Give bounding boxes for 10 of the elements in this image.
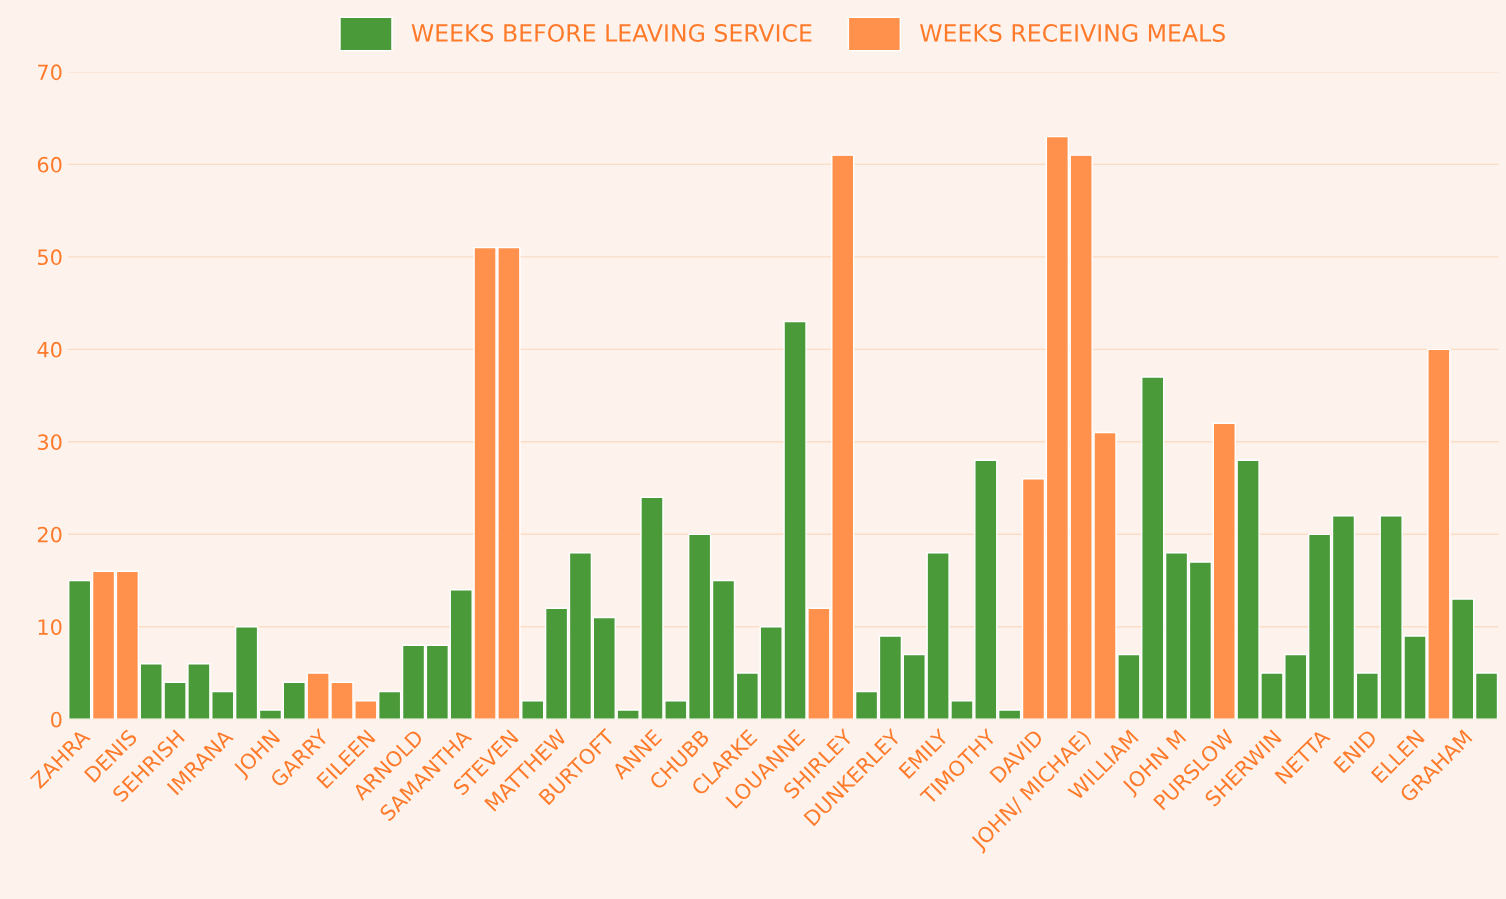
y-tick-label: 50 xyxy=(38,249,62,266)
y-tick-label: 20 xyxy=(37,526,62,543)
legend-label: WEEKS BEFORE LEAVING SERVICE xyxy=(411,24,812,42)
y-tick-label: 60 xyxy=(37,156,62,173)
y-tick-label: 10 xyxy=(38,619,62,635)
y-tick-label: 70 xyxy=(38,64,62,81)
y-tick-label: 40 xyxy=(37,341,62,358)
legend-label: WEEKS RECEIVING MEALS xyxy=(919,24,1225,42)
y-tick-label: 30 xyxy=(37,434,62,451)
y-tick-label: 0 xyxy=(51,711,62,728)
